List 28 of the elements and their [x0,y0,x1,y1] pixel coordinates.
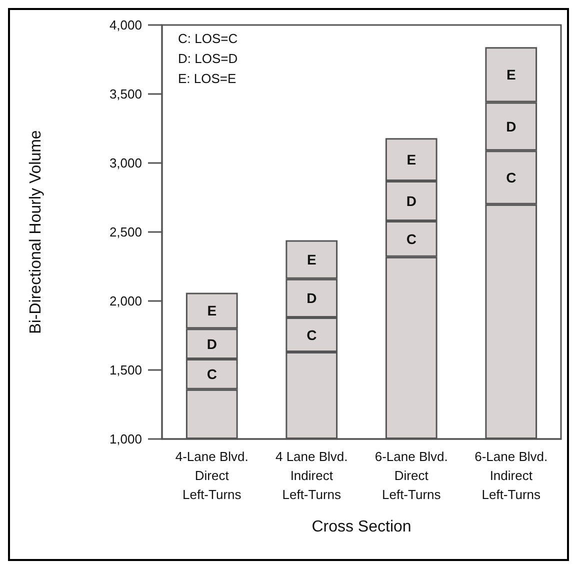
text: D [306,290,317,306]
text: E [506,66,516,83]
y-tick-label: 1,000 [109,432,142,446]
y-tick-label: 3,500 [109,86,142,102]
text: D [406,192,416,209]
text: C [406,230,416,247]
series-label: D [206,336,217,352]
x-axis-title: Cross Section [312,518,412,536]
text: E [406,152,416,168]
y-axis-title: Bi-Directional Hourly Volume [28,130,44,334]
y-tick-label: 3,000 [109,156,142,170]
text: E [306,252,316,268]
text: D [506,118,516,134]
x-tick-label: 6-Lane Blvd. Indirect Left-Turns [474,449,548,502]
x-tick-label: 4-Lane Blvd. Direct Left-Turns [175,449,248,502]
series-label: C [206,366,217,382]
x-tick-label: 4 Lane Blvd. Indirect Left-Turns [275,449,348,502]
text: C [506,169,516,186]
y-tick-label: 1,500 [109,362,142,378]
y-tick-label: 2,500 [109,224,142,240]
x-tick-label: 6-Lane Blvd. Direct Left-Turns [374,449,448,502]
annotation: C: LOS=C [178,31,238,46]
y-tick-label: 4,000 [109,18,142,32]
series-label: E [207,302,217,319]
annotation: D: LOS=D [178,51,238,66]
y-tick-label: 2,000 [109,294,142,308]
text: C [306,326,317,343]
annotation: E: LOS=E [178,71,236,86]
